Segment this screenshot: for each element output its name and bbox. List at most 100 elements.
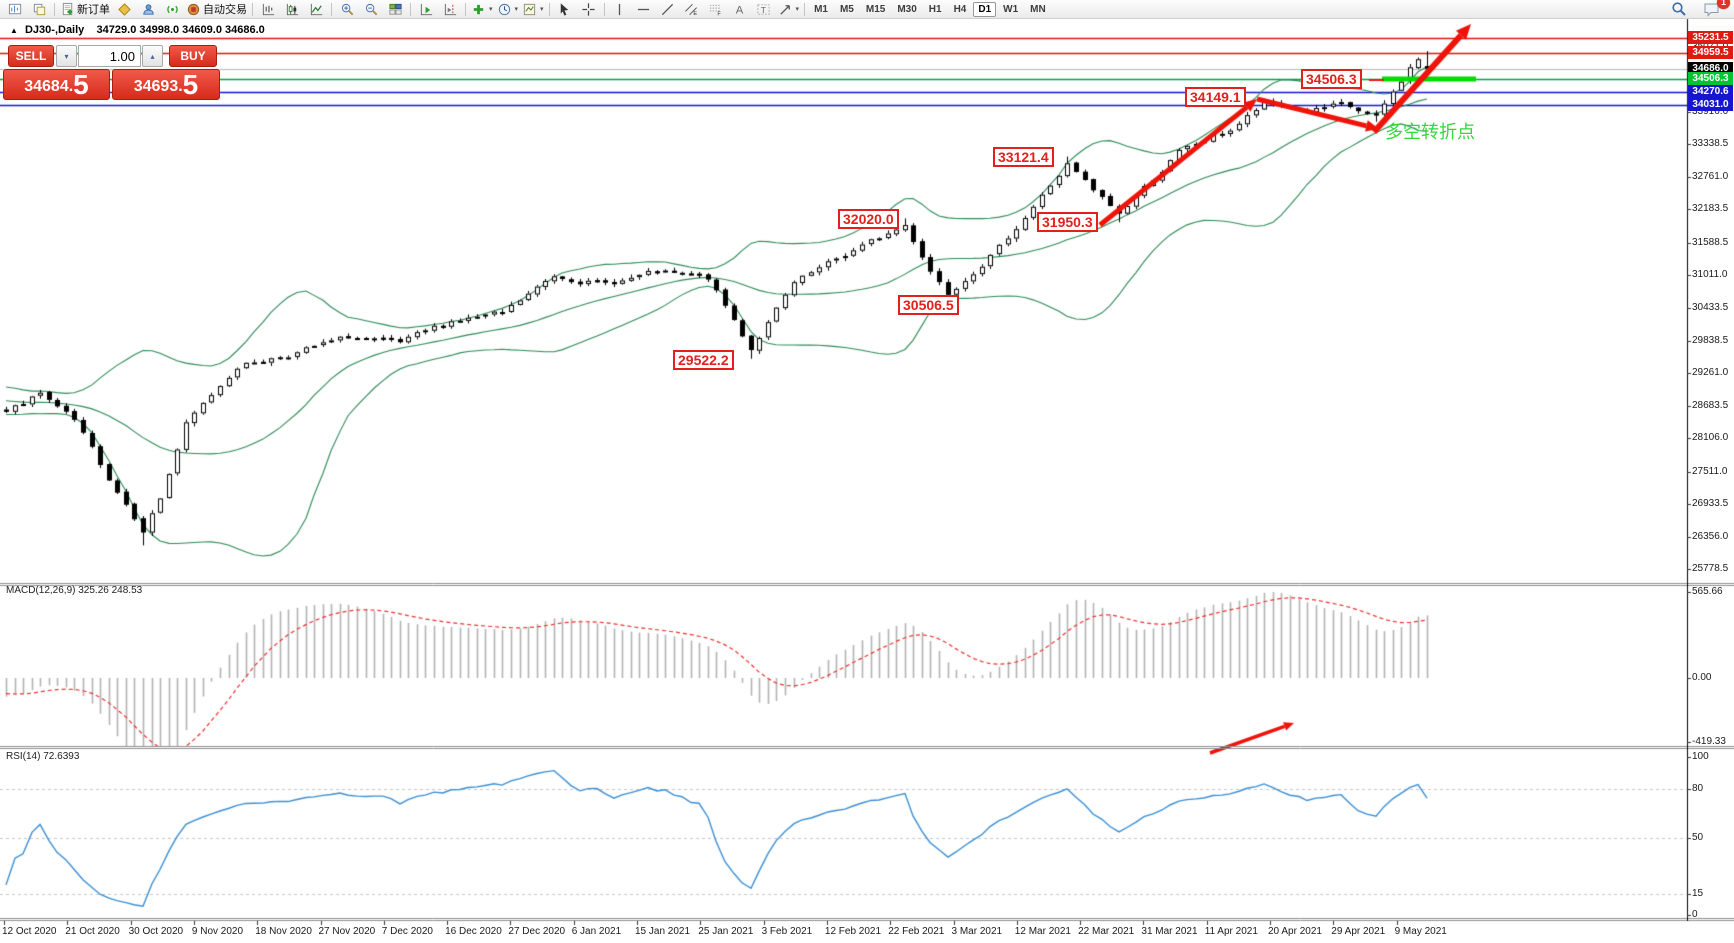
timeframe-m15[interactable]: M15 xyxy=(865,3,886,15)
sell-button[interactable]: SELL xyxy=(8,45,54,67)
timeframe-mn[interactable]: MN xyxy=(1030,3,1046,15)
date-axis-label: 15 Jan 2021 xyxy=(635,926,691,937)
price-axis-tick: 31588.5 xyxy=(1692,236,1729,248)
price-axis-tick: 31011.0 xyxy=(1692,269,1728,281)
templates-button[interactable]: ▾ xyxy=(520,1,546,18)
date-axis-label: 22 Feb 2021 xyxy=(888,926,945,937)
zoom-out-button[interactable] xyxy=(359,1,383,18)
volume-decrease-button[interactable]: ▾ xyxy=(56,45,77,67)
clock-icon xyxy=(498,3,510,15)
fibonacci-tool-button[interactable]: F xyxy=(704,1,728,18)
timeframe-m1[interactable]: M1 xyxy=(814,3,828,15)
buy-button[interactable]: BUY xyxy=(169,45,217,67)
macd-axis-tick: 0.00 xyxy=(1692,672,1712,683)
sell-price-main: 34684. xyxy=(24,78,74,95)
search-button[interactable] xyxy=(1667,1,1691,18)
price-axis-tick: 32183.5 xyxy=(1692,203,1729,215)
periods-button[interactable]: ▾ xyxy=(495,1,521,18)
search-icon xyxy=(1672,2,1686,16)
timeframe-d1[interactable]: D1 xyxy=(973,1,997,17)
zoom-in-button[interactable] xyxy=(335,1,359,18)
price-level-badge: 34031.0 xyxy=(1688,98,1733,112)
tile-windows-button[interactable] xyxy=(383,1,407,18)
toolbar-right: 1 xyxy=(1667,0,1731,18)
timeframe-h4[interactable]: H4 xyxy=(953,3,967,15)
timeframe-w1[interactable]: W1 xyxy=(1003,3,1019,15)
crosshair-tool-button[interactable] xyxy=(577,1,601,18)
candlestick-chart-type-button[interactable] xyxy=(280,1,304,18)
bar-chart-icon xyxy=(262,3,274,15)
timeframe-h1[interactable]: H1 xyxy=(928,3,942,15)
rsi-axis-tick: 80 xyxy=(1692,783,1704,794)
collapse-panel-icon[interactable]: ▲ xyxy=(10,26,18,35)
horizontal-line-icon xyxy=(637,8,650,10)
rsi-axis-tick: 0 xyxy=(1692,909,1698,920)
auto-scroll-button[interactable] xyxy=(414,1,438,18)
metaeditor-button[interactable] xyxy=(112,1,136,18)
date-axis-label: 16 Dec 2020 xyxy=(445,926,502,937)
price-level-badge: 35231.5 xyxy=(1688,31,1733,44)
macd-values: 325.26 248.53 xyxy=(78,585,143,596)
price-level-badge: 34270.6 xyxy=(1688,84,1733,98)
equidistant-channel-tool-button[interactable]: E xyxy=(680,1,704,18)
auto-scroll-icon xyxy=(420,3,432,15)
price-annotation-label[interactable]: 34149.1 xyxy=(1185,87,1246,107)
timeframe-m30[interactable]: M30 xyxy=(897,3,917,15)
vertical-line-tool-button[interactable] xyxy=(608,1,632,18)
bar-chart-type-button[interactable] xyxy=(256,1,280,18)
equidistant-channel-icon: E xyxy=(685,3,697,17)
new-order-button[interactable]: 新订单 xyxy=(58,1,112,18)
date-axis-label: 6 Jan 2021 xyxy=(571,926,622,937)
chart-title: ▲ DJ30-,Daily 34729.0 34998.0 34609.0 34… xyxy=(10,24,265,36)
price-annotation-label[interactable]: 31950.3 xyxy=(1037,212,1098,232)
price-annotation-label[interactable]: 29522.2 xyxy=(673,350,734,370)
sell-price-display[interactable]: 34684. 5 xyxy=(3,69,110,100)
text-tool-button[interactable]: A xyxy=(728,1,752,18)
date-axis-label: 12 Mar 2021 xyxy=(1014,926,1071,937)
price-annotation-label[interactable]: 30506.5 xyxy=(898,295,959,315)
volume-input[interactable] xyxy=(78,45,141,67)
date-axis-label: 9 May 2021 xyxy=(1394,926,1447,937)
toolbar-separator xyxy=(603,2,605,16)
rsi-value: 72.6393 xyxy=(43,751,80,762)
chart-shift-button[interactable] xyxy=(438,1,462,18)
macd-axis-tick: -419.33 xyxy=(1692,736,1726,747)
dropdown-caret-icon: ▾ xyxy=(489,6,493,13)
community-button[interactable] xyxy=(136,1,160,18)
rsi-axis-tick: 50 xyxy=(1692,832,1704,843)
cursor-icon xyxy=(560,2,569,16)
vertical-line-icon xyxy=(618,3,621,15)
buy-price-display[interactable]: 34693. 5 xyxy=(112,69,220,100)
date-axis-label: 27 Nov 2020 xyxy=(318,926,376,937)
profiles-button[interactable] xyxy=(27,1,51,18)
text-label-tool-button[interactable]: T xyxy=(752,1,776,18)
toolbar-separator xyxy=(548,2,550,16)
new-chart-button[interactable] xyxy=(3,1,27,18)
date-axis-label: 31 Mar 2021 xyxy=(1141,926,1198,937)
buy-price-big-digit: 5 xyxy=(182,69,199,100)
volume-increase-button[interactable]: ▴ xyxy=(142,45,163,67)
arrows-tool-button[interactable]: ▾ xyxy=(776,1,802,18)
indicators-button[interactable]: ▾ xyxy=(469,1,495,18)
price-annotation-label[interactable]: 33121.4 xyxy=(993,147,1054,167)
notifications-button[interactable]: 1 xyxy=(1699,0,1730,18)
algo-trading-button[interactable]: 自动交易 xyxy=(184,1,249,18)
price-annotation-label[interactable]: 32020.0 xyxy=(838,209,899,229)
toolbar-separator xyxy=(410,2,411,16)
date-axis-label: 12 Feb 2021 xyxy=(824,926,882,937)
price-annotation-label[interactable]: 34506.3 xyxy=(1301,69,1362,89)
signals-button[interactable] xyxy=(160,1,184,18)
horizontal-line-tool-button[interactable] xyxy=(632,1,656,18)
timeframe-m5[interactable]: M5 xyxy=(839,3,854,15)
date-axis-label: 3 Feb 2021 xyxy=(761,926,813,937)
turning-point-annotation[interactable]: 多空转折点 xyxy=(1385,122,1475,142)
line-chart-type-button[interactable] xyxy=(304,1,328,18)
toolbar-separator xyxy=(252,2,253,16)
price-axis-tick: 28106.0 xyxy=(1692,432,1729,444)
toolbar-separator xyxy=(54,2,55,16)
date-axis-label: 7 Dec 2020 xyxy=(381,926,433,937)
cursor-tool-button[interactable] xyxy=(553,1,577,18)
trendline-tool-button[interactable] xyxy=(656,1,680,18)
